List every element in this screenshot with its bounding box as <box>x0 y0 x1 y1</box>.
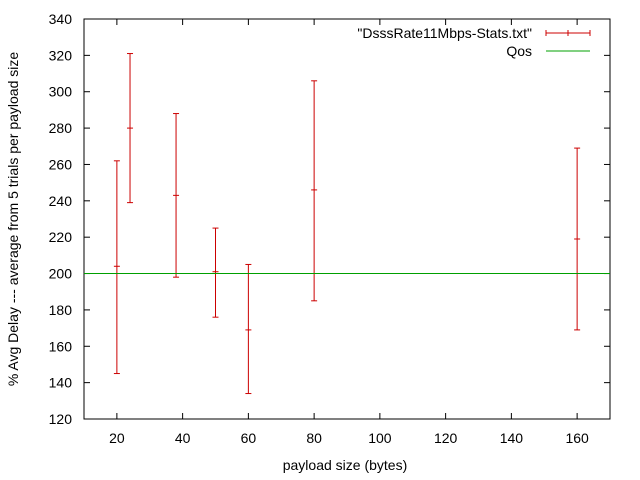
y-tick-label: 180 <box>49 302 73 318</box>
y-tick-label: 340 <box>49 11 73 27</box>
x-tick-label: 120 <box>434 430 458 446</box>
x-axis-label: payload size (bytes) <box>283 457 408 473</box>
y-axis-ticks: 120 140 160 180 200 220 240 260 280 300 320 340 <box>49 11 610 427</box>
x-tick-label: 60 <box>241 430 257 446</box>
x-tick-label: 160 <box>565 430 589 446</box>
plot-frame <box>83 18 611 420</box>
y-tick-label: 160 <box>49 338 73 354</box>
errorbar-point <box>173 113 180 278</box>
errorbar-point <box>311 80 318 302</box>
legend-label: Qos <box>506 43 532 59</box>
x-tick-label: 80 <box>306 430 322 446</box>
y-tick-label: 140 <box>49 375 73 391</box>
x-tick-label: 20 <box>109 430 125 446</box>
legend: "DsssRate11Mbps-Stats.txt" Qos <box>357 25 591 59</box>
x-axis-ticks: 20 40 60 80 100 120 140 160 <box>109 19 589 446</box>
y-tick-label: 240 <box>49 193 73 209</box>
x-tick-label: 140 <box>500 430 524 446</box>
errorbar-point <box>212 227 219 318</box>
errorbar-point <box>245 263 252 395</box>
y-tick-label: 200 <box>49 266 73 282</box>
errorbar-point <box>113 160 120 375</box>
y-tick-label: 220 <box>49 229 73 245</box>
y-axis-label: % Avg Delay --- average from 5 trials pe… <box>5 52 21 387</box>
legend-label: "DsssRate11Mbps-Stats.txt" <box>357 25 532 41</box>
y-tick-label: 320 <box>49 47 73 63</box>
errorbar-point <box>574 147 581 331</box>
y-tick-label: 120 <box>49 411 73 427</box>
y-tick-label: 260 <box>49 156 73 172</box>
series-layer <box>84 53 610 395</box>
y-tick-label: 300 <box>49 84 73 100</box>
x-tick-label: 100 <box>368 430 392 446</box>
y-tick-label: 280 <box>49 120 73 136</box>
errorbar-point <box>127 53 134 204</box>
x-tick-label: 40 <box>175 430 191 446</box>
